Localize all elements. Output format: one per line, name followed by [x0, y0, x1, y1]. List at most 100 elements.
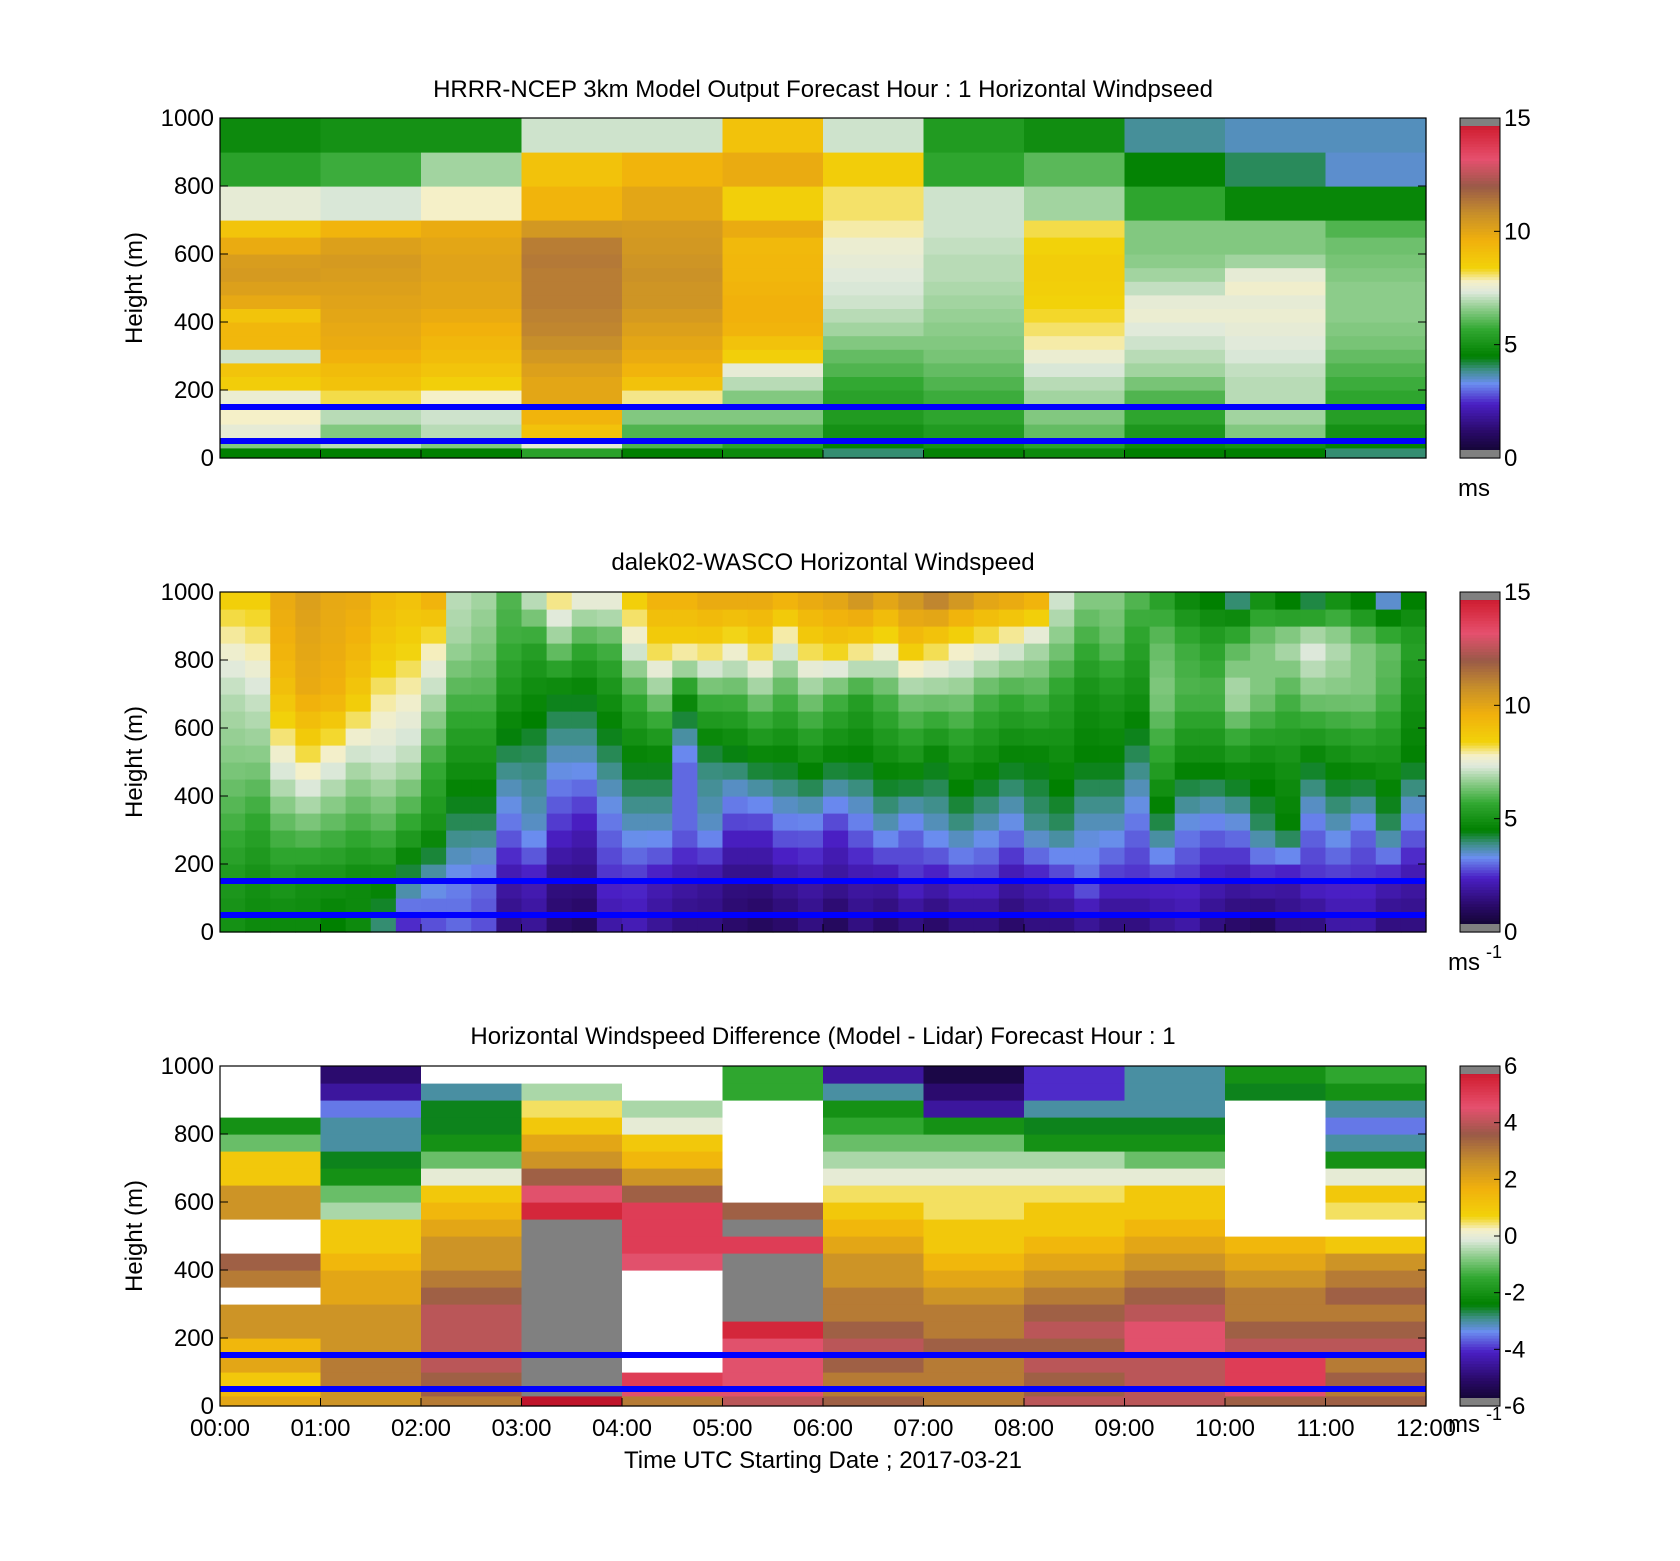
colorbar-segment: [1460, 719, 1500, 723]
heatmap-cell: [1074, 643, 1100, 661]
heatmap-cell: [245, 813, 271, 831]
colorbar-segment: [1460, 307, 1500, 312]
heatmap-cell: [220, 335, 322, 350]
y-tick-label: 600: [174, 241, 214, 268]
heatmap-cell: [320, 308, 422, 323]
heatmap-cell: [345, 728, 372, 746]
heatmap-cell: [823, 643, 849, 661]
heatmap-cell: [320, 376, 422, 391]
heatmap-cell: [622, 1304, 724, 1322]
heatmap-cell: [421, 308, 523, 323]
heatmap-cell: [1375, 864, 1402, 882]
heatmap-cell: [747, 677, 774, 695]
colorbar-segment: [1460, 1117, 1500, 1121]
heatmap-cell: [1350, 881, 1377, 899]
heatmap-cell: [1124, 643, 1151, 661]
heatmap-cell: [1250, 626, 1276, 644]
heatmap-cell: [270, 677, 296, 695]
heatmap-cell: [421, 390, 523, 408]
heatmap-cell: [823, 609, 849, 627]
heatmap-cell: [1400, 677, 1427, 695]
heatmap-cell: [622, 335, 724, 350]
heatmap-cell: [1250, 660, 1276, 678]
colorbar-segment: [1460, 1142, 1500, 1146]
heatmap-cell: [471, 813, 497, 831]
heatmap-cell: [370, 847, 397, 865]
heatmap-cell: [496, 813, 523, 831]
heatmap-cell: [220, 847, 246, 865]
colorbar-segment: [1460, 770, 1500, 774]
heatmap-cell: [1225, 1236, 1327, 1254]
heatmap-cell: [1325, 254, 1427, 269]
heatmap-cell: [1199, 762, 1226, 780]
heatmap-cell: [521, 1355, 623, 1373]
colorbar-segment: [1460, 299, 1500, 303]
heatmap-cell: [220, 220, 322, 238]
heatmap-cell: [1049, 779, 1075, 797]
heatmap-cell: [220, 152, 322, 187]
y-tick-label: 600: [174, 1189, 214, 1216]
heatmap-cell: [320, 362, 422, 377]
heatmap-cell: [295, 745, 322, 763]
colorbar-segment: [1460, 677, 1500, 681]
heatmap-cell: [998, 711, 1025, 729]
heatmap-cell: [1400, 728, 1427, 746]
heatmap-cell: [772, 830, 799, 848]
heatmap-cell: [395, 745, 422, 763]
heatmap-cell: [1225, 376, 1327, 391]
heatmap-cell: [1174, 813, 1201, 831]
heatmap-cell: [421, 915, 447, 933]
heatmap-cell: [1250, 728, 1276, 746]
heatmap-cell: [923, 677, 950, 695]
heatmap-cell: [1049, 592, 1075, 610]
heatmap-cell: [722, 267, 824, 282]
heatmap-cell: [998, 626, 1025, 644]
heatmap-cell: [496, 762, 523, 780]
heatmap-cell: [973, 898, 1000, 916]
heatmap-cell: [421, 830, 447, 848]
heatmap-cell: [923, 796, 950, 814]
colorbar-segment: [1460, 319, 1500, 323]
heatmap-cell: [1024, 308, 1126, 323]
heatmap-cell: [1049, 660, 1075, 678]
y-tick-label: 1000: [161, 579, 214, 606]
heatmap-cell: [1024, 677, 1050, 695]
heatmap-cell: [1325, 1083, 1427, 1101]
heatmap-cell: [1049, 643, 1075, 661]
heatmap-cell: [1124, 1338, 1226, 1356]
heatmap-cell: [1275, 847, 1301, 865]
heatmap-cell: [1124, 1100, 1226, 1118]
colorbar-segment: [1460, 333, 1500, 337]
heatmap-cell: [1024, 881, 1050, 899]
heatmap-cell: [421, 447, 523, 459]
heatmap-cell: [973, 626, 1000, 644]
colorbar-underflow: [1460, 1398, 1500, 1406]
heatmap-cell: [1225, 609, 1251, 627]
colorbar-segment: [1460, 611, 1500, 616]
heatmap-cell: [797, 711, 824, 729]
heatmap-cell: [797, 728, 824, 746]
colorbar-segment: [1460, 1111, 1500, 1115]
heatmap-cell: [672, 677, 698, 695]
heatmap-cell: [823, 660, 849, 678]
heatmap-cell: [923, 362, 1025, 377]
colorbar-segment: [1460, 1338, 1500, 1342]
heatmap-cell: [571, 694, 598, 712]
heatmap-cell: [1199, 592, 1226, 610]
heatmap-cell: [772, 745, 799, 763]
heatmap-cell: [596, 898, 623, 916]
heatmap-cell: [421, 362, 523, 377]
heatmap-cell: [823, 267, 925, 282]
heatmap-cell: [672, 864, 698, 882]
heatmap-cell: [320, 220, 422, 238]
heatmap-cell: [923, 1304, 1025, 1322]
colorbar-segment: [1460, 1377, 1500, 1382]
heatmap-cell: [722, 407, 824, 425]
heatmap-cell: [496, 643, 523, 661]
heatmap-cell: [823, 1253, 925, 1271]
heatmap-cell: [647, 762, 673, 780]
heatmap-cell: [923, 745, 950, 763]
heatmap-cell: [1375, 728, 1402, 746]
heatmap-cell: [722, 1185, 824, 1203]
